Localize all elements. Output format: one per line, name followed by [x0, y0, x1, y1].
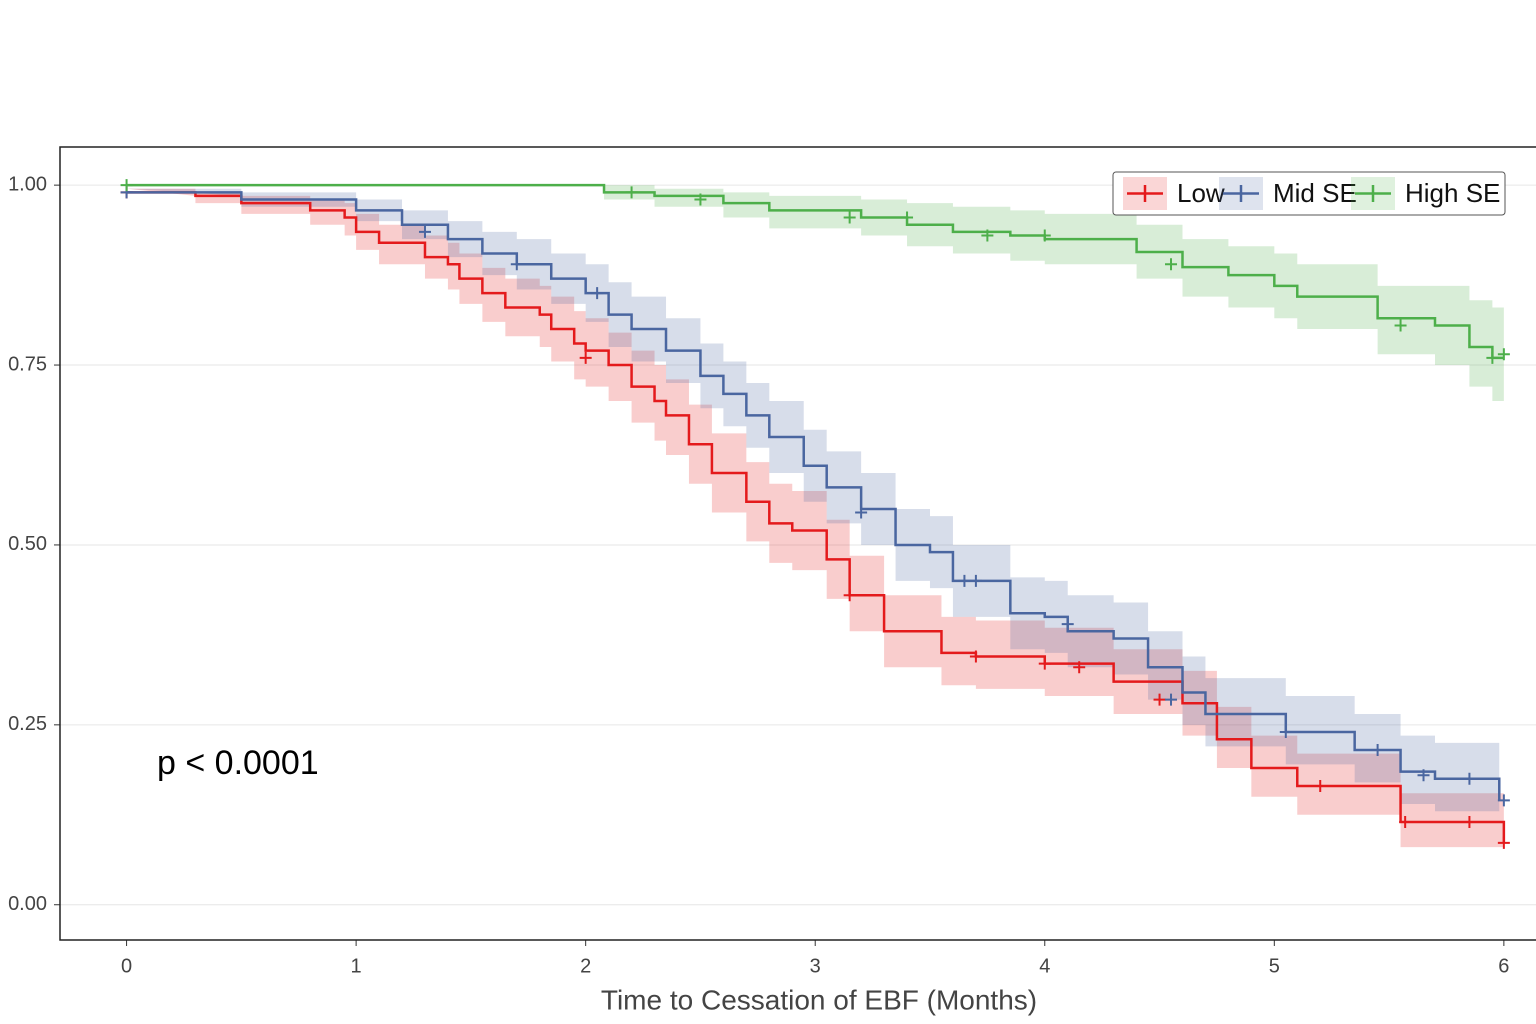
legend-symbol — [1355, 185, 1391, 202]
censor-mark — [418, 225, 431, 238]
censor-mark — [1463, 772, 1476, 785]
x-axis-title: Time to Cessation of EBF (Months) — [601, 984, 1037, 1015]
censor-mark — [1497, 836, 1510, 849]
legend-label: Mid SE — [1273, 178, 1357, 208]
legend-symbol — [1127, 185, 1163, 202]
survival-line — [126, 191, 1501, 801]
censor-mark — [579, 351, 592, 364]
censor-mark — [1038, 657, 1051, 670]
censor-mark — [1417, 769, 1430, 782]
x-tick-label: 3 — [810, 955, 821, 977]
censor-mark — [1371, 744, 1384, 757]
censor-mark — [1165, 693, 1178, 706]
x-tick-label: 1 — [351, 955, 362, 977]
survival-line — [126, 191, 1506, 843]
y-tick-label: 0.75 — [8, 353, 47, 375]
plot-frame — [59, 146, 1536, 941]
y-tick-label: 0.00 — [8, 893, 47, 915]
confidence-band — [126, 188, 1500, 833]
censor-mark — [625, 186, 638, 199]
censor-mark — [969, 650, 982, 663]
censor-mark — [1153, 693, 1166, 706]
x-tick-label: 2 — [580, 955, 591, 977]
x-tick-label: 4 — [1039, 955, 1050, 977]
confidence-band — [126, 185, 1504, 402]
censor-mark — [1073, 661, 1086, 674]
y-tick-label: 1.00 — [8, 173, 47, 195]
censor-mark — [958, 574, 971, 587]
censor-mark — [1497, 348, 1510, 361]
censor-mark — [981, 229, 994, 242]
censor-mark — [120, 179, 133, 192]
censor-mark — [1394, 319, 1407, 332]
x-tick-label: 0 — [121, 955, 132, 977]
censor-mark — [1061, 618, 1074, 631]
censor-mark — [1165, 258, 1178, 271]
legend-label: High SE — [1405, 178, 1500, 208]
x-tick-label: 5 — [1269, 955, 1280, 977]
y-tick-label: 0.50 — [8, 533, 47, 555]
censor-mark — [1463, 815, 1476, 828]
survival-line — [126, 183, 1504, 360]
legend-label: Low — [1177, 178, 1225, 208]
censor-mark — [694, 193, 707, 206]
censor-mark — [510, 258, 523, 271]
censor-mark — [1279, 726, 1292, 739]
legend-box — [1112, 171, 1506, 216]
censor-mark — [591, 287, 604, 300]
censor-mark — [1486, 351, 1499, 364]
y-tick-label: 0.25 — [8, 713, 47, 735]
legend-symbol — [1223, 185, 1259, 202]
censor-mark — [901, 211, 914, 224]
censor-mark — [843, 589, 856, 602]
p-value: p < 0.0001 — [157, 744, 319, 782]
x-tick-label: 6 — [1498, 955, 1509, 977]
censor-mark — [1038, 229, 1051, 242]
censor-mark — [1497, 794, 1510, 807]
censor-mark — [969, 574, 982, 587]
censor-mark — [855, 506, 868, 519]
censor-mark — [1314, 780, 1327, 793]
censor-mark — [843, 211, 856, 224]
censor-mark — [1399, 815, 1412, 828]
plot: 0.00 0.25 0.50 0.75 1.00 0 1 2 3 4 5 6 Low Mid SE High… — [8, 146, 1536, 977]
